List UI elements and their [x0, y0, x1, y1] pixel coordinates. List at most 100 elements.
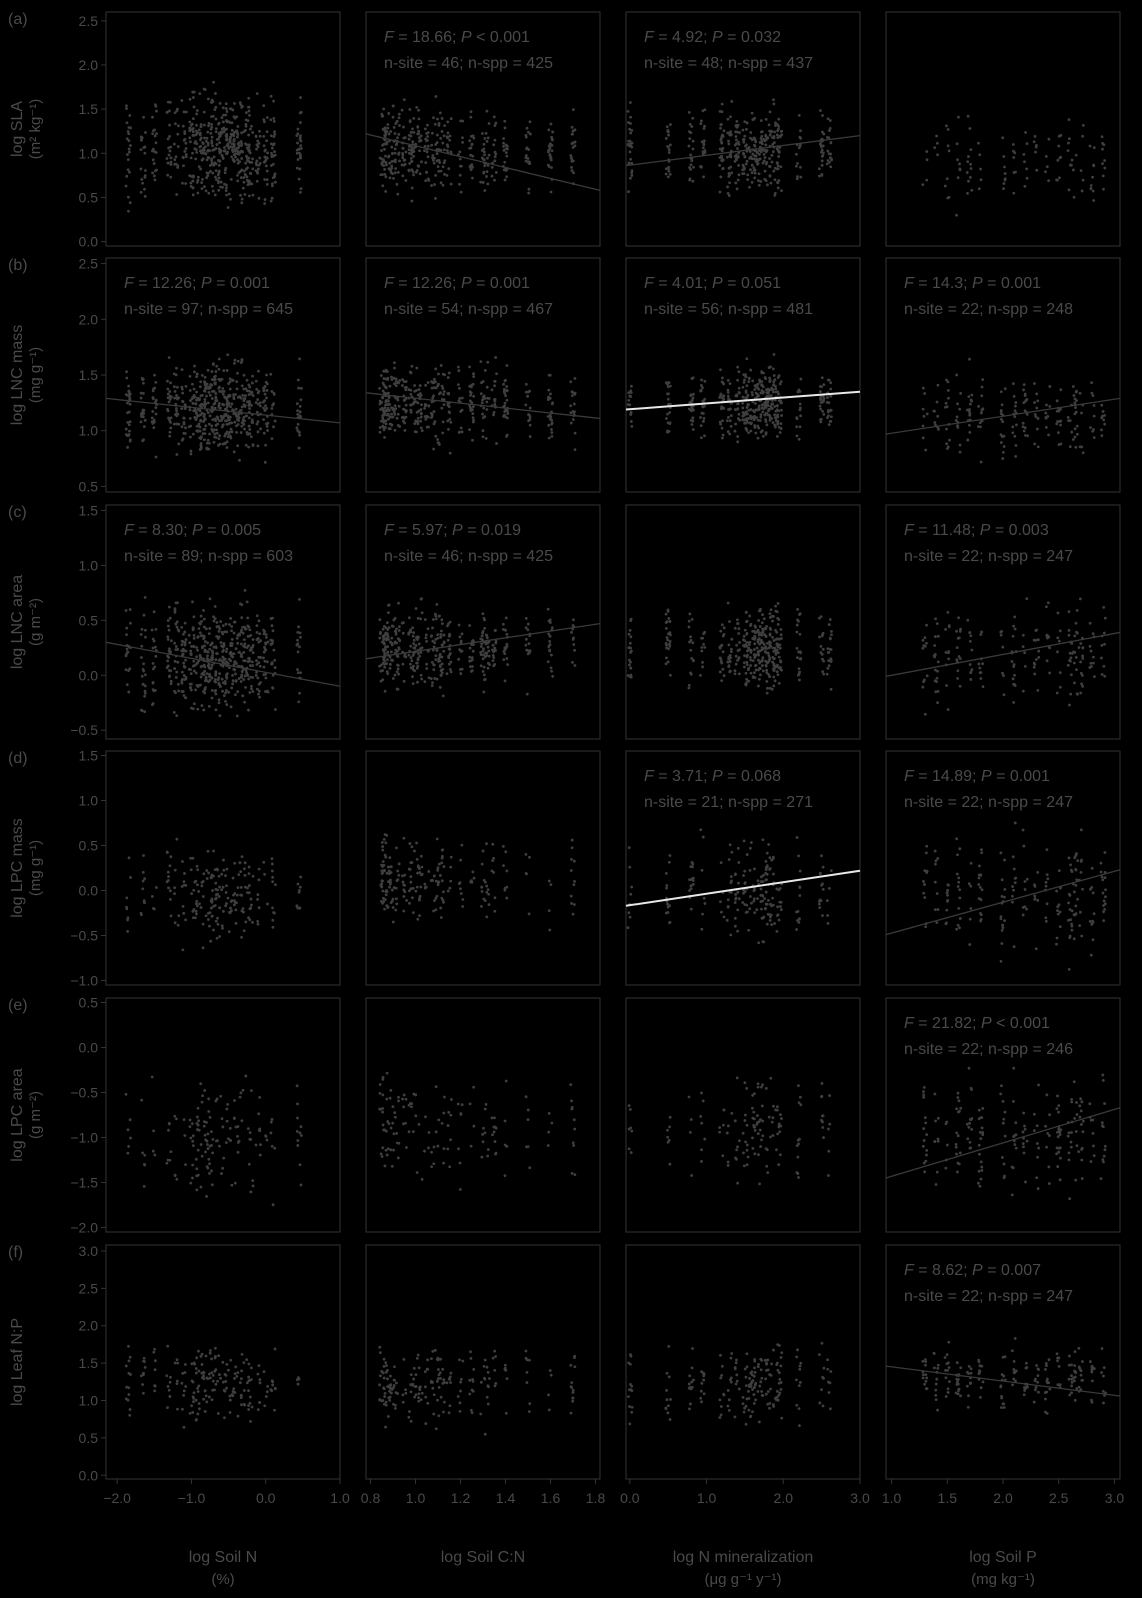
data-point — [182, 110, 186, 114]
data-point — [265, 389, 269, 392]
data-point — [954, 419, 958, 422]
data-point — [1079, 671, 1083, 675]
data-point — [933, 146, 937, 150]
data-point — [1056, 611, 1060, 615]
data-point — [247, 393, 251, 397]
data-point — [199, 435, 203, 439]
panel-tag: (c) — [8, 504, 27, 521]
data-point — [751, 400, 755, 404]
data-point — [199, 413, 203, 417]
data-point — [1013, 627, 1017, 631]
data-point — [246, 166, 249, 170]
data-point — [1055, 422, 1059, 426]
data-point — [172, 711, 176, 714]
data-point — [571, 637, 575, 641]
data-point — [257, 389, 261, 393]
data-point — [767, 407, 771, 411]
data-point — [502, 137, 505, 140]
data-point — [271, 673, 275, 677]
p-value: = 0.019 — [463, 522, 521, 539]
data-point — [1057, 144, 1061, 148]
data-point — [401, 174, 405, 178]
data-point — [249, 403, 253, 407]
data-point — [760, 383, 764, 387]
data-point — [458, 150, 462, 154]
data-point — [494, 121, 498, 125]
data-point — [250, 160, 254, 164]
data-point — [234, 680, 238, 683]
data-point — [210, 405, 214, 409]
data-point — [256, 420, 260, 423]
data-point — [932, 654, 936, 658]
y-tick-label: 0.0 — [79, 667, 99, 683]
data-point — [264, 648, 268, 652]
data-point — [262, 665, 266, 669]
data-point — [766, 686, 769, 690]
data-point — [194, 148, 198, 151]
data-point — [393, 412, 397, 416]
data-point — [481, 435, 485, 439]
data-point — [1074, 153, 1078, 157]
data-point — [262, 656, 265, 660]
data-point — [140, 178, 144, 181]
data-point — [446, 638, 450, 642]
data-point — [180, 625, 184, 629]
data-point — [737, 151, 741, 155]
data-point — [223, 680, 227, 683]
data-point — [409, 392, 413, 396]
data-point — [773, 398, 777, 402]
data-point — [1023, 184, 1027, 188]
data-point — [206, 130, 210, 134]
data-point — [125, 433, 128, 436]
data-point — [528, 132, 532, 136]
data-point — [127, 139, 131, 143]
data-point — [408, 162, 412, 165]
data-point — [205, 441, 209, 445]
data-point — [689, 163, 693, 167]
data-point — [221, 645, 225, 649]
data-point — [221, 664, 225, 668]
data-point — [386, 628, 390, 631]
data-point — [402, 159, 406, 162]
data-point — [225, 397, 228, 401]
data-point — [796, 175, 799, 178]
data-point — [819, 142, 822, 146]
data-point — [1100, 434, 1104, 438]
data-point — [410, 199, 414, 203]
data-point — [934, 617, 937, 621]
data-point — [419, 419, 423, 423]
data-point — [141, 381, 145, 385]
data-point — [225, 369, 229, 372]
panel-frame — [105, 257, 341, 493]
data-point — [151, 158, 155, 162]
data-point — [1077, 646, 1081, 649]
data-point — [140, 136, 144, 140]
data-point — [1102, 143, 1106, 147]
data-point — [270, 389, 274, 393]
data-point — [296, 127, 300, 131]
data-point — [219, 641, 223, 644]
data-point — [721, 433, 725, 437]
data-point — [234, 155, 237, 159]
data-point — [754, 631, 757, 635]
data-point — [768, 110, 772, 114]
y-tick-label: 1.5 — [79, 101, 99, 117]
data-point — [461, 136, 464, 140]
data-point — [188, 641, 192, 645]
data-point — [1079, 691, 1083, 695]
data-point — [180, 368, 184, 372]
data-point — [141, 682, 145, 686]
data-point — [250, 381, 254, 385]
data-point — [213, 108, 217, 112]
data-point — [234, 407, 238, 411]
data-point — [187, 425, 191, 429]
data-point — [425, 150, 429, 154]
data-point — [923, 678, 926, 682]
data-point — [386, 658, 389, 662]
data-point — [396, 654, 399, 658]
data-point — [691, 428, 695, 431]
data-point — [379, 669, 383, 673]
data-point — [748, 156, 752, 160]
data-point — [550, 653, 553, 657]
